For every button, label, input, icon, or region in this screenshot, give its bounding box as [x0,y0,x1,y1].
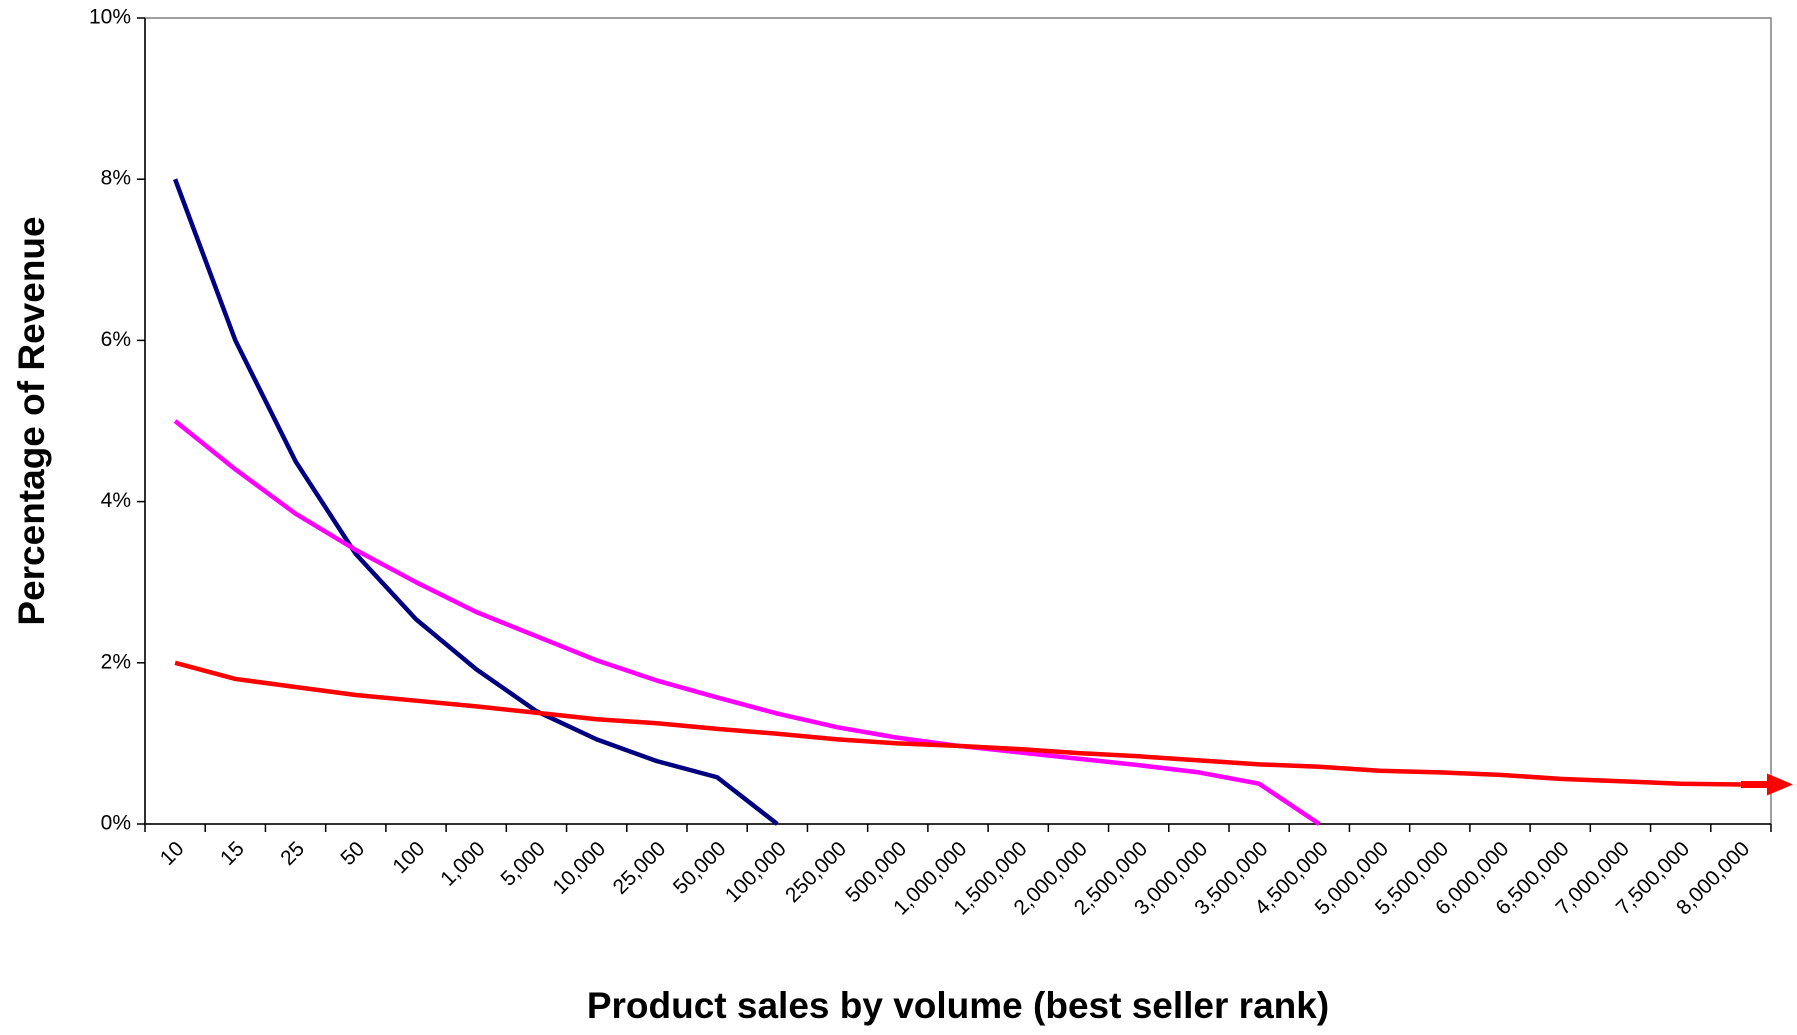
y-tick-label: 8% [101,167,131,190]
x-tick-label: 10 [156,837,189,870]
x-tick-label: 25,000 [609,837,671,899]
y-tick-label: 2% [101,650,131,673]
y-tick-label: 6% [101,328,131,351]
x-tick-label: 100 [388,837,429,878]
trend-arrowhead [1767,773,1793,796]
series-line [174,660,1741,787]
x-tick-label: 10,000 [548,837,610,899]
series-line [173,178,779,826]
y-tick-label: 4% [101,489,131,512]
x-tick-label: 5,000 [496,837,549,890]
series-line [173,419,1321,826]
y-tick-label: 10% [89,6,131,29]
x-tick-label: 1,000 [436,837,489,890]
x-tick-label: 100,000 [721,837,791,907]
x-axis-title: Product sales by volume (best seller ran… [587,985,1329,1026]
y-axis-title: Percentage of Revenue [11,216,52,625]
x-tick-label: 50 [336,837,369,870]
plot-frame [144,17,1772,825]
x-tick-label: 15 [216,837,249,870]
x-tick-label: 25 [276,837,309,870]
y-tick-label: 0% [101,812,131,835]
x-tick-label: 250,000 [781,837,851,907]
